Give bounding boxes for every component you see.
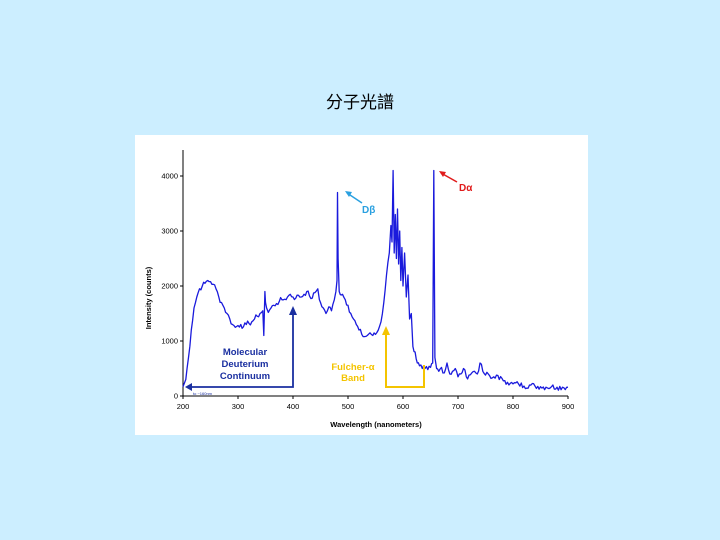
d-beta-label: Dβ bbox=[362, 205, 375, 216]
spectrum-trace bbox=[182, 169, 569, 391]
y-tick-label: 0 bbox=[174, 392, 178, 401]
continuum-bracket bbox=[187, 311, 294, 388]
spectrum-figure: 0 1000 2000 3000 4000 200 300 400 500 600 700 800 9… bbox=[135, 135, 588, 435]
x-tick-label: 700 bbox=[452, 402, 465, 411]
y-tick-label: 4000 bbox=[161, 172, 178, 181]
x-tick-label: 500 bbox=[342, 402, 355, 411]
d-alpha-label: Dα bbox=[459, 183, 473, 194]
fulcher-label-line1: Fulcher-α bbox=[331, 362, 374, 373]
x-tick-label: 300 bbox=[232, 402, 245, 411]
fulcher-bracket bbox=[385, 332, 425, 388]
continuum-label-line3: Continuum bbox=[220, 371, 270, 382]
slide-title: 分子光譜 bbox=[326, 93, 394, 113]
d-alpha-arrowhead bbox=[439, 171, 446, 177]
continuum-label-line2: Deuterium bbox=[222, 359, 269, 370]
y-tick-label: 3000 bbox=[161, 227, 178, 236]
continuum-left-arrowhead bbox=[185, 383, 192, 391]
x-tick-label: 900 bbox=[562, 402, 575, 411]
x-axis-label: Wavelength (nanometers) bbox=[330, 420, 422, 429]
x-tick-label: 200 bbox=[177, 402, 190, 411]
spectrum-chart: 0 1000 2000 3000 4000 200 300 400 500 600 700 800 9… bbox=[144, 150, 575, 429]
x-tick-label: 800 bbox=[507, 402, 520, 411]
continuum-label-line1: Molecular bbox=[223, 347, 268, 358]
fulcher-arrowhead bbox=[382, 326, 390, 335]
fulcher-label-line2: Band bbox=[341, 373, 365, 384]
y-tick-label: 1000 bbox=[161, 337, 178, 346]
x-tick-labels: 200 300 400 500 600 700 800 900 bbox=[177, 402, 575, 411]
x-tick-label: 600 bbox=[397, 402, 410, 411]
d-beta-arrowhead bbox=[345, 191, 352, 197]
continuum-extent-label: to ~160nm bbox=[193, 391, 213, 396]
continuum-arrowhead bbox=[289, 306, 297, 315]
y-tick-label: 2000 bbox=[161, 282, 178, 291]
y-axis-label: Intensity (counts) bbox=[144, 266, 153, 329]
chart-axes bbox=[180, 150, 569, 399]
y-tick-labels: 0 1000 2000 3000 4000 bbox=[161, 172, 178, 401]
x-tick-label: 400 bbox=[287, 402, 300, 411]
